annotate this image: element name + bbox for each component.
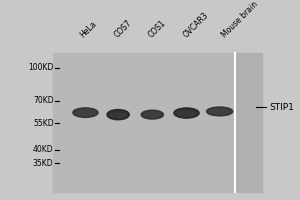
Text: 55KD: 55KD bbox=[33, 119, 53, 128]
Ellipse shape bbox=[73, 108, 98, 117]
Ellipse shape bbox=[145, 113, 160, 117]
Bar bbox=[53, 53, 235, 192]
Ellipse shape bbox=[141, 110, 164, 119]
Ellipse shape bbox=[174, 108, 199, 118]
Text: 100KD: 100KD bbox=[28, 63, 53, 72]
Text: STIP1: STIP1 bbox=[269, 103, 294, 112]
Ellipse shape bbox=[178, 112, 195, 116]
Text: HeLa: HeLa bbox=[79, 20, 99, 40]
Text: OVCAR3: OVCAR3 bbox=[181, 11, 210, 40]
Text: COS7: COS7 bbox=[113, 19, 134, 40]
Ellipse shape bbox=[207, 107, 233, 116]
Bar bbox=[236, 53, 262, 192]
Text: 40KD: 40KD bbox=[33, 145, 53, 154]
Ellipse shape bbox=[110, 113, 126, 117]
Ellipse shape bbox=[107, 110, 129, 120]
Text: COS1: COS1 bbox=[147, 19, 168, 40]
Text: 35KD: 35KD bbox=[33, 159, 53, 168]
Text: Mouse brain: Mouse brain bbox=[220, 0, 260, 40]
Ellipse shape bbox=[211, 110, 229, 114]
Ellipse shape bbox=[76, 111, 94, 115]
Text: 70KD: 70KD bbox=[33, 96, 53, 105]
